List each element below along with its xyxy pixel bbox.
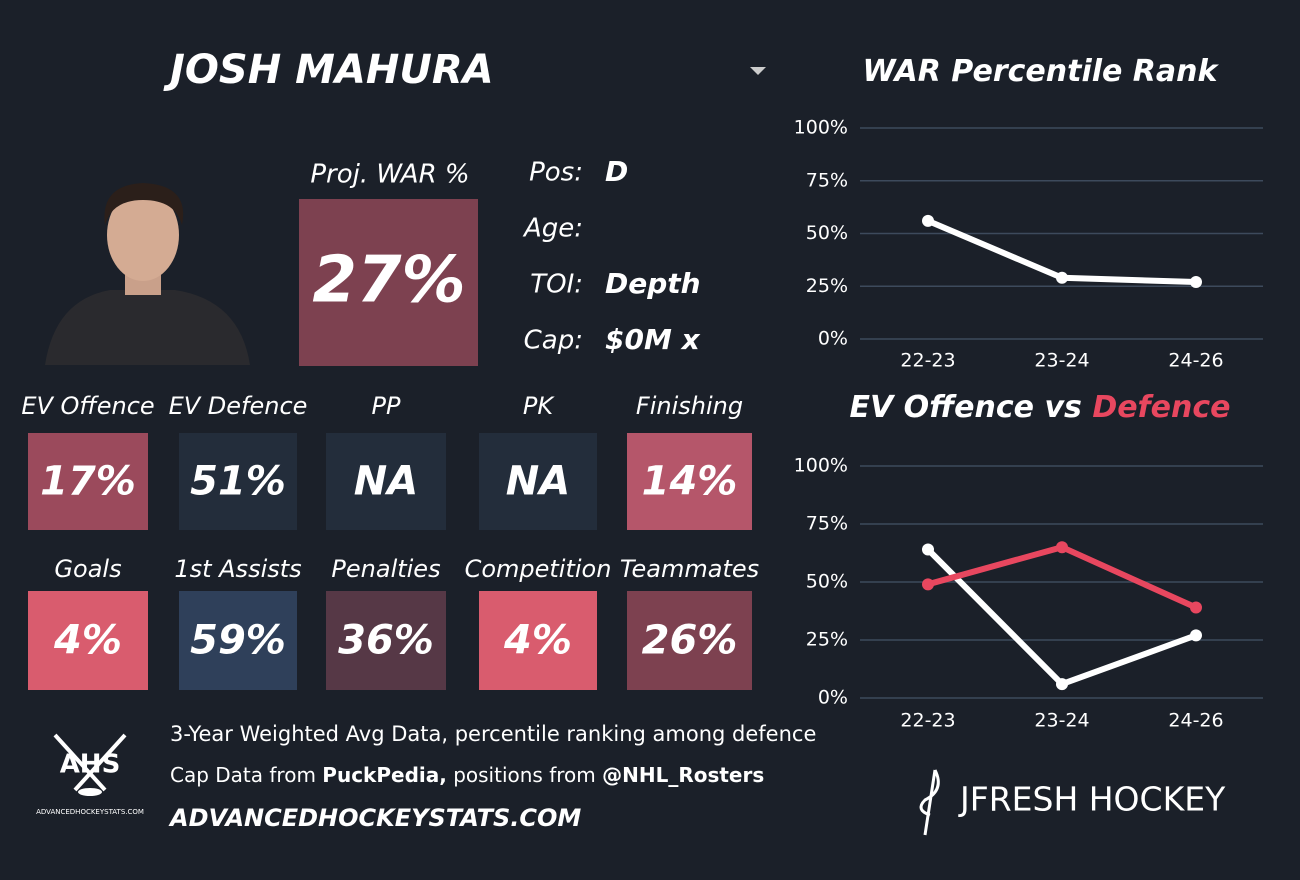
x-tick-label: 22-23 xyxy=(900,350,955,372)
x-tick-label: 23-24 xyxy=(1034,350,1089,372)
tile-label: PP xyxy=(372,392,401,420)
tile-value: NA xyxy=(354,459,418,505)
chart-title-highlight: Defence xyxy=(1092,390,1230,425)
tile-label: PK xyxy=(523,392,555,420)
tile-box xyxy=(479,591,597,690)
tile-value: NA xyxy=(506,459,570,505)
tile-box xyxy=(28,433,148,530)
tile-value: 4% xyxy=(503,618,572,664)
tile-box xyxy=(326,591,446,690)
proj-war-value: 27% xyxy=(312,244,465,318)
data-point xyxy=(922,214,934,227)
footer-note: 3-Year Weighted Avg Data, percentile ran… xyxy=(170,722,816,746)
data-point xyxy=(1056,271,1068,284)
tile-box xyxy=(627,591,752,690)
ahs-logo: AHS ADVANCEDHOCKEYSTATS.COM xyxy=(36,733,144,816)
data-point xyxy=(922,578,934,591)
tile-box xyxy=(627,433,752,530)
data-point xyxy=(1056,678,1068,691)
proj-war-box xyxy=(299,199,478,366)
tile-box xyxy=(479,433,597,530)
y-tick-label: 75% xyxy=(806,513,848,535)
brand-name: JFRESH HOCKEY xyxy=(958,780,1226,819)
chart-title: EV Offence vs Defence xyxy=(850,390,1231,425)
credit-text: Cap Data from xyxy=(170,763,322,787)
tile-value: 36% xyxy=(338,618,434,664)
x-tick-label: 22-23 xyxy=(900,710,955,732)
field-value: Depth xyxy=(605,267,701,300)
brand-logo xyxy=(919,769,940,836)
field-label: Cap: xyxy=(524,326,583,356)
tile-label: Goals xyxy=(54,555,121,583)
tile-box xyxy=(326,433,446,530)
field-value: D xyxy=(605,155,628,188)
y-tick-label: 50% xyxy=(806,222,848,244)
tile-value: 17% xyxy=(40,459,136,505)
y-tick-label: 50% xyxy=(806,571,848,593)
credit-text: positions from xyxy=(447,763,602,787)
credit-link: PuckPedia, xyxy=(322,763,447,787)
tile-label: Teammates xyxy=(620,555,759,583)
logo-text: AHS xyxy=(60,750,121,780)
footer-credits: Cap Data from PuckPedia, positions from … xyxy=(170,763,764,787)
field-value: $0M x xyxy=(605,323,701,356)
data-point xyxy=(1056,541,1068,554)
y-tick-label: 25% xyxy=(806,275,848,297)
tile-box xyxy=(28,591,148,690)
y-tick-label: 100% xyxy=(794,455,848,477)
tile-box xyxy=(179,591,297,690)
dropdown[interactable] xyxy=(750,67,766,75)
data-point xyxy=(922,543,934,556)
chart-title-text: WAR Percentile Rank xyxy=(863,54,1220,89)
logo-sub: ADVANCEDHOCKEYSTATS.COM xyxy=(36,808,144,816)
y-tick-label: 0% xyxy=(818,328,848,350)
footer-site: ADVANCEDHOCKEYSTATS.COM xyxy=(168,804,581,832)
tile-label: EV Offence xyxy=(21,392,154,420)
tile-value: 51% xyxy=(190,459,286,505)
x-tick-label: 23-24 xyxy=(1034,710,1089,732)
y-tick-label: 25% xyxy=(806,629,848,651)
tile-label: 1st Assists xyxy=(174,555,301,583)
x-tick-label: 24-26 xyxy=(1168,350,1223,372)
chart-title-text: EV Offence vs xyxy=(850,390,1093,425)
tile-value: 26% xyxy=(642,618,738,664)
field-label: Age: xyxy=(522,214,583,244)
y-tick-label: 0% xyxy=(818,687,848,709)
tile-label: EV Defence xyxy=(169,392,308,420)
player-name: JOSH MAHURA xyxy=(163,47,494,93)
tile-value: 4% xyxy=(53,618,122,664)
x-tick-label: 24-26 xyxy=(1168,710,1223,732)
tile-label: Competition xyxy=(465,555,612,583)
credit-link: @NHL_Rosters xyxy=(602,763,764,787)
tile-box xyxy=(179,433,297,530)
data-point xyxy=(1190,629,1202,642)
tile-value: 59% xyxy=(190,618,286,664)
y-tick-label: 100% xyxy=(794,117,848,139)
tile-value: 14% xyxy=(642,459,738,505)
proj-war-label: Proj. WAR % xyxy=(310,160,469,190)
y-tick-label: 75% xyxy=(806,169,848,191)
chart-title: WAR Percentile Rank xyxy=(863,54,1220,89)
player-photo xyxy=(45,183,250,365)
field-label: Pos: xyxy=(529,158,583,188)
field-label: TOI: xyxy=(530,270,583,300)
tile-label: Penalties xyxy=(331,555,440,583)
data-point xyxy=(1190,601,1202,614)
tile-label: Finishing xyxy=(636,392,743,420)
data-point xyxy=(1190,276,1202,289)
